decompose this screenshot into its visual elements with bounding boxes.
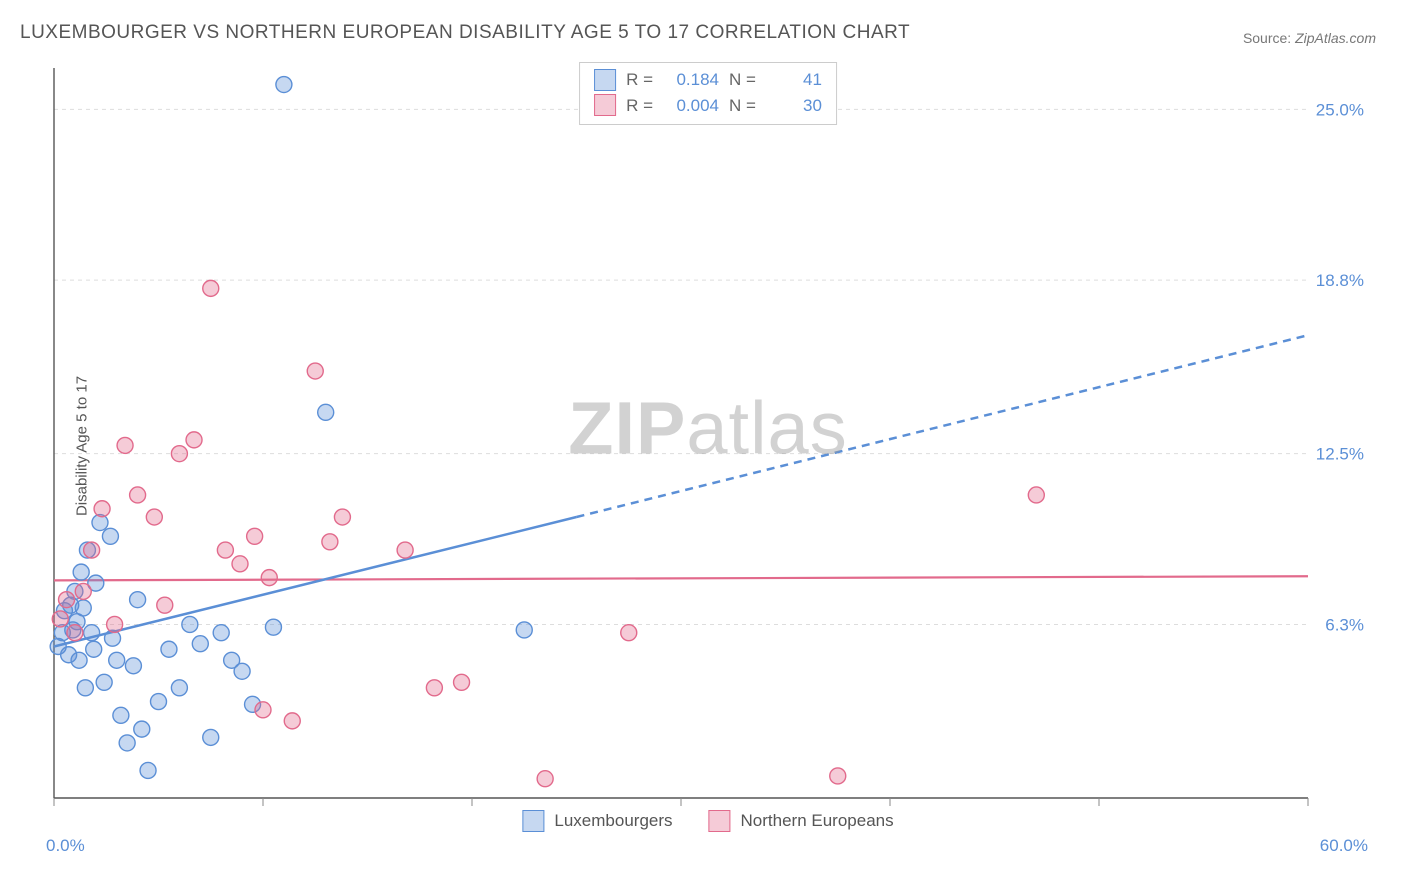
svg-text:25.0%: 25.0%	[1316, 100, 1364, 119]
legend-R-label: R =	[626, 67, 653, 93]
x-min-label: 0.0%	[46, 836, 85, 856]
svg-text:12.5%: 12.5%	[1316, 445, 1364, 464]
legend-item-0: Luxembourgers	[522, 810, 672, 832]
legend-item-label: Luxembourgers	[554, 811, 672, 831]
legend-N-value-1: 30	[766, 93, 822, 119]
legend-swatch-1	[594, 94, 616, 116]
chart-title: LUXEMBOURGER VS NORTHERN EUROPEAN DISABI…	[20, 22, 910, 44]
legend-row-0: R = 0.184 N = 41	[594, 67, 822, 93]
source-label: Source:	[1243, 30, 1291, 46]
plot-area: 6.3%12.5%18.8%25.0% ZIPatlas R = 0.184 N…	[48, 58, 1368, 828]
legend-row-1: R = 0.004 N = 30	[594, 93, 822, 119]
svg-text:6.3%: 6.3%	[1325, 615, 1364, 634]
legend-R-value-0: 0.184	[663, 67, 719, 93]
legend-item-label: Northern Europeans	[741, 811, 894, 831]
legend-swatch-icon	[522, 810, 544, 832]
legend-N-label: N =	[729, 93, 756, 119]
svg-text:18.8%: 18.8%	[1316, 271, 1364, 290]
scatter-chart-svg: 6.3% 12.5% 18.8% 25.0%	[48, 58, 1368, 828]
source-attribution: Source: ZipAtlas.com	[1243, 30, 1376, 46]
legend-R-label: R =	[626, 93, 653, 119]
source-value: ZipAtlas.com	[1295, 30, 1376, 46]
legend-swatch-icon	[709, 810, 731, 832]
legend-R-value-1: 0.004	[663, 93, 719, 119]
legend-correlation: R = 0.184 N = 41 R = 0.004 N = 30	[579, 62, 837, 125]
legend-N-label: N =	[729, 67, 756, 93]
chart-container: LUXEMBOURGER VS NORTHERN EUROPEAN DISABI…	[0, 0, 1406, 892]
x-max-label: 60.0%	[1320, 836, 1368, 856]
legend-N-value-0: 41	[766, 67, 822, 93]
legend-swatch-0	[594, 69, 616, 91]
legend-item-1: Northern Europeans	[709, 810, 894, 832]
legend-series: Luxembourgers Northern Europeans	[522, 810, 893, 832]
